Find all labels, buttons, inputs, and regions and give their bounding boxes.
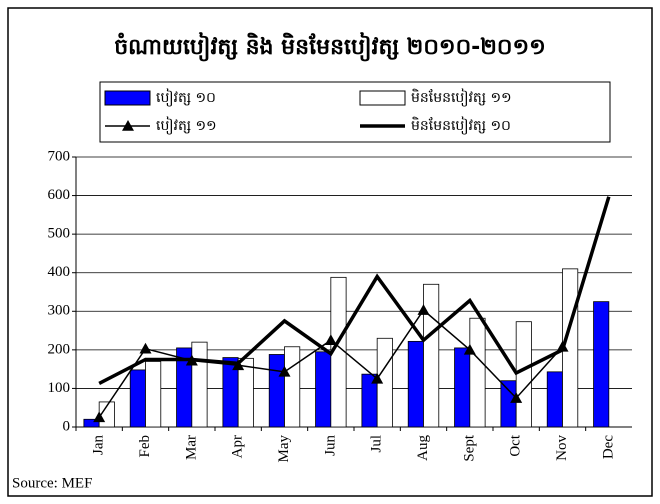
marker bbox=[463, 343, 476, 355]
bar bbox=[515, 321, 532, 428]
y-tick-label: 400 bbox=[48, 264, 71, 280]
bar bbox=[593, 301, 610, 428]
bar bbox=[546, 371, 563, 428]
marker bbox=[139, 342, 152, 354]
source: Source: MEF bbox=[12, 475, 92, 491]
bar bbox=[145, 361, 162, 428]
x-tick-label: Oct bbox=[508, 434, 524, 456]
chart-title: ចំណាយបៀវត្ស និង មិនមែនបៀវត្ស ២០១០-២០១១ bbox=[114, 32, 546, 62]
legend-marker bbox=[122, 120, 134, 131]
marker bbox=[93, 411, 106, 423]
bar bbox=[469, 317, 486, 428]
x-tick-label: Aug bbox=[415, 435, 431, 461]
y-tick-label: 700 bbox=[48, 148, 71, 164]
x-tick-label: Sept bbox=[461, 434, 477, 462]
legend-label: បៀវត្ស ១០ bbox=[156, 88, 216, 107]
y-tick-label: 600 bbox=[48, 187, 71, 203]
x-tick-label: Apr bbox=[230, 435, 246, 458]
bar bbox=[423, 283, 440, 428]
x-tick-label: Jun bbox=[322, 435, 338, 456]
bar bbox=[268, 354, 285, 428]
plot-area bbox=[76, 157, 632, 427]
legend-box bbox=[99, 81, 611, 143]
y-tick-label: 200 bbox=[48, 341, 71, 357]
legend-label: បៀវត្ស ១១ bbox=[156, 116, 217, 135]
bar bbox=[315, 351, 332, 428]
x-tick-label: May bbox=[276, 435, 292, 463]
x-tick-label: Mar bbox=[183, 435, 199, 460]
x-tick-label: Jul bbox=[369, 435, 385, 453]
bar bbox=[129, 369, 146, 428]
x-tick-label: Jan bbox=[91, 435, 107, 455]
legend-label: មិនមែនបៀវត្ស ១០ bbox=[411, 116, 511, 135]
x-tick-label: Dec bbox=[600, 435, 616, 459]
y-tick-label: 300 bbox=[48, 303, 71, 319]
marker bbox=[371, 372, 384, 384]
bar bbox=[454, 347, 471, 428]
y-tick-label: 500 bbox=[48, 226, 71, 242]
bar bbox=[284, 346, 301, 428]
legend-label: មិនមែនបៀវត្ស ១១ bbox=[411, 88, 512, 107]
marker bbox=[417, 304, 430, 315]
bar bbox=[191, 341, 208, 428]
y-tick-label: 0 bbox=[63, 418, 71, 434]
line bbox=[98, 196, 611, 385]
marker bbox=[324, 334, 337, 346]
marker bbox=[278, 365, 291, 377]
y-tick-label: 100 bbox=[48, 380, 71, 396]
legend-swatch bbox=[359, 90, 406, 106]
legend-swatch bbox=[104, 90, 151, 106]
x-tick-label: Feb bbox=[137, 435, 153, 458]
bar bbox=[500, 380, 517, 428]
x-tick-label: Nov bbox=[554, 435, 570, 461]
bar bbox=[407, 340, 424, 428]
marker bbox=[510, 392, 523, 403]
